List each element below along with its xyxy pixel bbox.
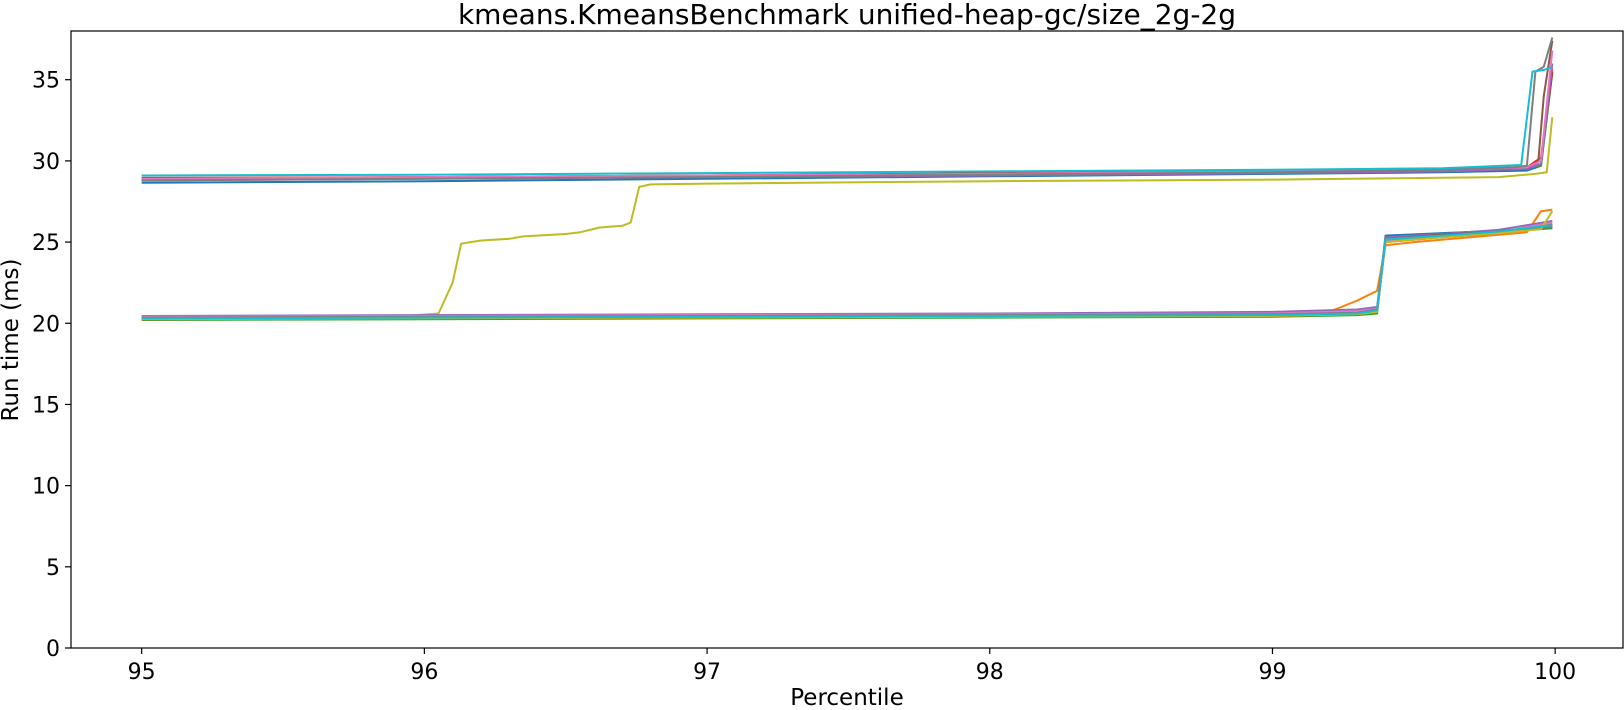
x-tick-label: 98 bbox=[976, 660, 1004, 685]
series-line-3 bbox=[141, 73, 1554, 181]
series-line-9 bbox=[141, 65, 1553, 177]
y-tick-label: 30 bbox=[32, 150, 60, 175]
x-tick-label: 95 bbox=[128, 660, 156, 685]
plot-frame bbox=[70, 30, 1624, 649]
y-axis-title: Run time (ms) bbox=[0, 258, 24, 421]
x-axis-title: Percentile bbox=[790, 685, 903, 710]
y-tick-label: 5 bbox=[46, 556, 60, 581]
y-tick-label: 15 bbox=[32, 393, 60, 418]
series-line-18 bbox=[141, 225, 1553, 319]
y-axis: 0 5 10 15 20 25 30 35 bbox=[32, 69, 71, 662]
series-line-16 bbox=[141, 224, 1553, 320]
series-line-8 bbox=[141, 37, 1554, 182]
series-line-7 bbox=[141, 50, 1554, 180]
y-tick-label: 0 bbox=[46, 637, 60, 662]
chart-title: kmeans.KmeansBenchmark unified-heap-gc/s… bbox=[458, 0, 1236, 31]
x-tick-label: 100 bbox=[1534, 660, 1576, 685]
series-line-15 bbox=[141, 220, 1553, 317]
series-line-2 bbox=[141, 68, 1554, 180]
series-line-11 bbox=[141, 226, 1553, 320]
series-line-10 bbox=[141, 116, 1554, 319]
series-group bbox=[141, 37, 1554, 321]
y-tick-label: 25 bbox=[32, 231, 60, 256]
y-tick-label: 10 bbox=[32, 475, 60, 500]
series-line-5 bbox=[141, 63, 1554, 182]
series-line-4 bbox=[141, 71, 1554, 179]
series-line-6 bbox=[141, 40, 1554, 181]
x-tick-label: 96 bbox=[410, 660, 438, 685]
y-tick-label: 35 bbox=[32, 69, 60, 94]
series-line-17 bbox=[141, 221, 1553, 318]
y-tick-label: 20 bbox=[32, 312, 60, 337]
x-tick-label: 99 bbox=[1258, 660, 1286, 685]
x-tick-label: 97 bbox=[693, 660, 721, 685]
series-line-20 bbox=[141, 224, 1553, 320]
series-line-12 bbox=[141, 208, 1553, 319]
series-line-14 bbox=[141, 223, 1553, 321]
series-line-19 bbox=[141, 210, 1554, 321]
series-line-1 bbox=[141, 69, 1554, 184]
x-axis: 95 96 97 98 99 100 bbox=[128, 648, 1576, 685]
